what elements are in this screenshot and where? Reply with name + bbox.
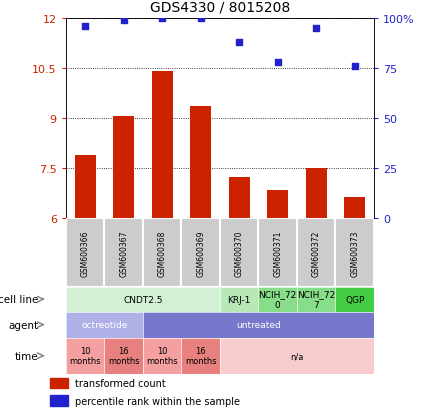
- Text: percentile rank within the sample: percentile rank within the sample: [75, 396, 240, 406]
- Bar: [229, 177, 250, 219]
- Title: GDS4330 / 8015208: GDS4330 / 8015208: [150, 1, 290, 14]
- Bar: [113, 117, 134, 219]
- Text: GSM600367: GSM600367: [119, 230, 128, 276]
- Text: transformed count: transformed count: [75, 378, 166, 388]
- Bar: [66, 219, 105, 287]
- Point: [351, 63, 358, 70]
- Bar: [50, 378, 68, 389]
- Text: 16
months: 16 months: [185, 346, 216, 366]
- Text: KRJ-1: KRJ-1: [227, 295, 251, 304]
- Text: octreotide: octreotide: [81, 320, 128, 329]
- Bar: [297, 219, 335, 287]
- Text: cell line: cell line: [0, 294, 38, 304]
- Bar: [344, 197, 366, 219]
- Text: GSM600371: GSM600371: [273, 230, 282, 276]
- Text: GSM600366: GSM600366: [81, 230, 90, 276]
- Bar: [50, 396, 68, 406]
- Bar: [220, 219, 258, 287]
- Text: agent: agent: [8, 320, 38, 330]
- Bar: [267, 190, 288, 219]
- Text: GSM600368: GSM600368: [158, 230, 167, 276]
- Text: untreated: untreated: [236, 320, 281, 329]
- Text: QGP: QGP: [345, 295, 364, 304]
- Point: [274, 59, 281, 66]
- Point: [159, 15, 166, 22]
- Bar: [152, 72, 173, 219]
- Text: 10
months: 10 months: [146, 346, 178, 366]
- Text: GSM600373: GSM600373: [350, 230, 359, 276]
- Point: [197, 15, 204, 22]
- Bar: [335, 219, 374, 287]
- Text: GSM600369: GSM600369: [196, 230, 205, 276]
- Text: 10
months: 10 months: [69, 346, 101, 366]
- Bar: [190, 107, 211, 219]
- Point: [120, 17, 127, 24]
- Text: CNDT2.5: CNDT2.5: [123, 295, 163, 304]
- Bar: [258, 219, 297, 287]
- Bar: [74, 155, 96, 219]
- Text: 16
months: 16 months: [108, 346, 139, 366]
- Point: [82, 23, 88, 30]
- Text: GSM600372: GSM600372: [312, 230, 321, 276]
- Point: [236, 39, 243, 46]
- Text: NCIH_72
0: NCIH_72 0: [258, 290, 297, 309]
- Bar: [143, 219, 181, 287]
- Text: n/a: n/a: [290, 351, 303, 360]
- Text: GSM600370: GSM600370: [235, 230, 244, 276]
- Point: [313, 25, 320, 32]
- Bar: [181, 219, 220, 287]
- Text: time: time: [14, 351, 38, 361]
- Text: NCIH_72
7: NCIH_72 7: [297, 290, 335, 309]
- Bar: [105, 219, 143, 287]
- Bar: [306, 169, 327, 219]
